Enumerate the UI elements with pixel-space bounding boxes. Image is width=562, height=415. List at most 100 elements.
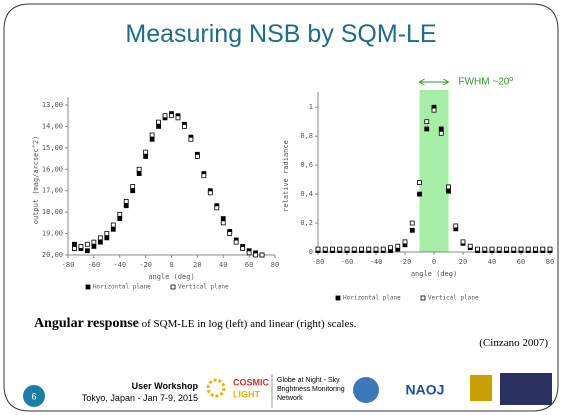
data-point [123, 203, 129, 209]
legend-label: Horizontal plane [93, 284, 151, 291]
page-badge [23, 385, 45, 407]
data-point [162, 113, 168, 119]
data-point [104, 231, 110, 236]
x-tick-label: 40 [219, 261, 227, 269]
data-point [130, 188, 136, 194]
x-axis-label: angle (deg) [411, 270, 457, 278]
data-point [156, 119, 161, 125]
data-point [446, 188, 451, 194]
data-point [117, 216, 123, 221]
data-point [388, 245, 393, 251]
x-tick-label: 0 [432, 258, 436, 266]
data-point [253, 252, 258, 258]
caption-text: of SQM-LE in log (left) and linear (righ… [138, 318, 357, 330]
data-point [149, 136, 155, 142]
y-tick-label: 17,00 [42, 187, 63, 195]
data-point [240, 246, 246, 251]
data-point [220, 220, 226, 226]
data-point [110, 222, 116, 228]
logo-text: LIGHT [233, 389, 260, 399]
event: User Workshop Tokyo, Japan - Jan 7-9, 201… [58, 380, 198, 404]
logo-text: NAOJ [406, 382, 445, 398]
y-tick-label: 0 [309, 248, 313, 256]
data-point [182, 124, 187, 129]
data-point [104, 235, 110, 241]
data-point [91, 244, 97, 249]
y-tick-label: 19,00 [42, 230, 63, 238]
data-point [511, 246, 517, 252]
data-point [467, 243, 473, 249]
y-tick-label: 0,4 [300, 190, 313, 198]
x-tick-label: -20 [139, 261, 152, 269]
data-point [149, 132, 155, 138]
logo-icon [470, 375, 492, 401]
network: Globe at Night - Sky Brightness Monitori… [277, 377, 345, 402]
x-tick-label: 80 [271, 261, 279, 269]
data-point [259, 252, 265, 258]
data-point [85, 248, 90, 254]
data-point [431, 107, 437, 113]
data-point [214, 205, 220, 211]
data-point [110, 226, 116, 232]
legend-label: Vertical plane [428, 295, 479, 302]
data-point [97, 239, 103, 245]
y-tick-label: 13,00 [42, 101, 63, 109]
data-point [188, 136, 194, 142]
logo-icon [206, 378, 226, 398]
y-tick-label: 18,00 [42, 208, 63, 216]
data-point [446, 184, 451, 190]
y-tick-label: 0,2 [300, 219, 313, 227]
data-point [337, 246, 343, 252]
data-point [525, 246, 531, 252]
annotation: FWHM ~20º [459, 77, 514, 88]
x-tick-label: -60 [341, 258, 354, 266]
data-point [351, 246, 357, 252]
logo-icon [353, 377, 379, 403]
data-point [344, 246, 350, 252]
data-point [143, 154, 149, 159]
data-point [136, 166, 142, 172]
page-number: 6 [31, 391, 36, 401]
data-point [460, 239, 466, 245]
legend-marker [170, 284, 176, 290]
x-tick-label: -80 [312, 258, 325, 266]
slide-title: Measuring NSB by SQM-LE [125, 20, 437, 48]
x-tick-label: 40 [488, 258, 496, 266]
data-point [227, 231, 233, 236]
data-point [97, 235, 103, 241]
x-tick-label: 0 [169, 261, 173, 269]
data-point [315, 246, 321, 252]
x-tick-label: -40 [113, 261, 126, 269]
data-point [91, 239, 97, 245]
highlight-band [419, 90, 449, 252]
data-point [380, 246, 386, 252]
data-point [194, 154, 200, 159]
x-tick-label: 80 [546, 258, 554, 266]
x-tick-label: -80 [62, 261, 75, 269]
event-name: User Workshop [131, 381, 198, 391]
x-tick-label: -60 [88, 261, 101, 269]
charts: 13,00 14,00 15,00 16,00 17,00 18,00 19,00 20,00… [32, 77, 554, 302]
data-point [489, 246, 495, 252]
data-point [169, 113, 174, 119]
event-place: Tokyo, Japan - Jan 7-9, 2015 [81, 393, 198, 403]
y-tick-label: 15,00 [42, 144, 63, 152]
data-point [246, 250, 252, 256]
data-point [402, 239, 408, 245]
citation: (Cinzano 2007) [479, 337, 548, 349]
data-point [417, 191, 422, 197]
data-point [130, 184, 136, 189]
data-point [417, 180, 422, 185]
data-point [438, 126, 444, 132]
logo-icon [500, 373, 552, 405]
x-tick-label: 20 [459, 258, 467, 266]
data-point [359, 246, 364, 252]
data-point [409, 227, 415, 233]
arrow-head [418, 78, 450, 86]
data-point [540, 246, 546, 252]
data-point [72, 246, 77, 251]
data-point [233, 239, 239, 245]
data-point [330, 246, 335, 252]
y-tick-label: 1 [309, 103, 313, 111]
